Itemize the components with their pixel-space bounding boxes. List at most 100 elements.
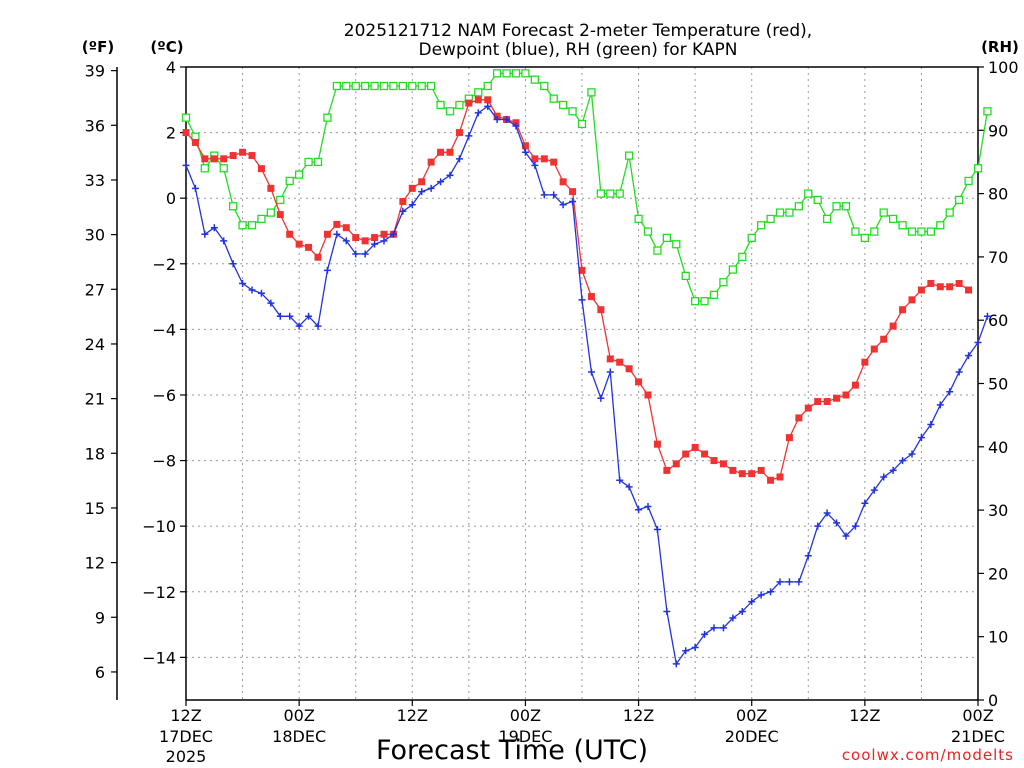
temperature-point	[465, 99, 473, 107]
rh-point	[898, 221, 907, 230]
dewpoint-point	[559, 201, 567, 209]
temperature-point	[418, 178, 426, 186]
temperature-point	[927, 279, 935, 287]
rh-point	[681, 271, 690, 281]
dewpoint-series	[182, 102, 991, 668]
temperature-point	[889, 322, 897, 330]
dewpoint-point	[286, 312, 294, 320]
dewpoint-point	[474, 109, 482, 117]
rh-point	[455, 100, 464, 110]
temperature-point	[842, 391, 850, 399]
x-tick-time-label: 00Z	[510, 706, 541, 725]
dewpoint-point	[446, 171, 454, 179]
dewpoint-point	[965, 352, 973, 360]
rh-point	[540, 81, 549, 91]
dewpoint-point	[974, 339, 982, 347]
x-tick-time-label: 00Z	[736, 706, 767, 725]
rh-point	[408, 81, 417, 91]
dewpoint-point	[455, 155, 463, 163]
dewpoint-point	[757, 591, 765, 599]
fahrenheit-tick-label: 15	[85, 499, 105, 518]
rh-point	[558, 100, 568, 110]
dewpoint-point	[465, 132, 473, 140]
dewpoint-point	[842, 532, 850, 540]
rh-point	[851, 227, 860, 236]
dewpoint-point	[908, 450, 916, 458]
temperature-point	[408, 184, 416, 192]
fahrenheit-tick-label: 18	[85, 444, 105, 463]
dewpoint-point	[569, 197, 577, 205]
rh-tick-label: 70	[988, 248, 1008, 267]
temperature-point	[917, 286, 925, 294]
temperature-point	[776, 473, 784, 481]
rh-point	[492, 69, 502, 78]
dewpoint-point	[616, 476, 624, 484]
temperature-point	[814, 398, 822, 406]
dewpoint-point	[748, 598, 756, 606]
dewpoint-point	[248, 286, 256, 294]
rh-tick-label: 10	[988, 628, 1008, 647]
temperature-point	[484, 96, 492, 104]
temperature-point	[521, 142, 529, 150]
temperature-point	[908, 296, 916, 304]
fahrenheit-tick-label: 6	[95, 663, 105, 682]
celsius-tick-label: 0	[166, 189, 176, 208]
temperature-point	[286, 230, 294, 238]
dewpoint-point	[361, 250, 369, 258]
dewpoint-point	[493, 115, 501, 123]
rh-point	[615, 189, 624, 198]
rh-point	[983, 107, 992, 116]
fahrenheit-tick-labels: 39 36 33 30 27 24 21 18 15 12 9 6	[85, 62, 105, 682]
celsius-tick-label: −10	[142, 517, 176, 536]
rh-point	[888, 214, 898, 224]
dewpoint-point	[833, 519, 841, 527]
temperature-point	[380, 230, 388, 238]
rh-point	[436, 100, 445, 110]
rh-point	[973, 164, 983, 173]
x-tick-time-label: 12Z	[849, 706, 880, 725]
rh-point	[181, 113, 191, 122]
dewpoint-point	[220, 237, 228, 245]
temperature-point	[870, 345, 878, 353]
x-tick-time-label: 12Z	[170, 706, 201, 725]
rh-point	[643, 227, 653, 236]
rh-point	[954, 195, 964, 205]
rh-point	[313, 157, 323, 167]
dewpoint-point	[210, 224, 218, 232]
temperature-point	[342, 224, 350, 232]
rh-point	[276, 195, 285, 205]
x-tick-date-label: 20DEC	[725, 727, 779, 746]
rh-point	[474, 88, 483, 97]
dewpoint-point	[540, 191, 548, 199]
temperature-point	[833, 394, 841, 402]
rh-point	[738, 252, 747, 262]
x-tick-date-label: 17DEC	[159, 727, 213, 746]
dewpoint-point	[587, 368, 595, 376]
dewpoint-point	[191, 184, 199, 192]
temperature-point	[182, 129, 190, 137]
temperature-point	[757, 466, 765, 474]
rh-point	[285, 176, 294, 186]
dewpoint-point	[851, 522, 859, 530]
temperature-point	[220, 155, 228, 163]
x-axis-label: Forecast Time (UTC)	[376, 735, 648, 766]
temperature-point	[540, 155, 548, 163]
fahrenheit-tick-label: 27	[85, 280, 105, 299]
x-tick-year-label: 2025	[166, 747, 207, 766]
dewpoint-point	[437, 178, 445, 186]
rh-point	[690, 297, 700, 306]
dewpoint-point	[672, 660, 680, 668]
rh-point	[342, 81, 351, 91]
temperature-point	[267, 184, 275, 192]
rh-tick-label: 90	[988, 121, 1008, 140]
temperature-point	[569, 188, 577, 196]
rh-point	[323, 113, 332, 122]
rh-point	[549, 94, 558, 103]
rh-point	[587, 88, 596, 97]
temperature-point	[248, 152, 256, 160]
temperature-point	[352, 234, 360, 242]
celsius-tick-label: −2	[152, 255, 176, 274]
dewpoint-point	[899, 457, 907, 465]
temperature-point	[710, 457, 718, 465]
dewpoint-point	[323, 266, 331, 274]
